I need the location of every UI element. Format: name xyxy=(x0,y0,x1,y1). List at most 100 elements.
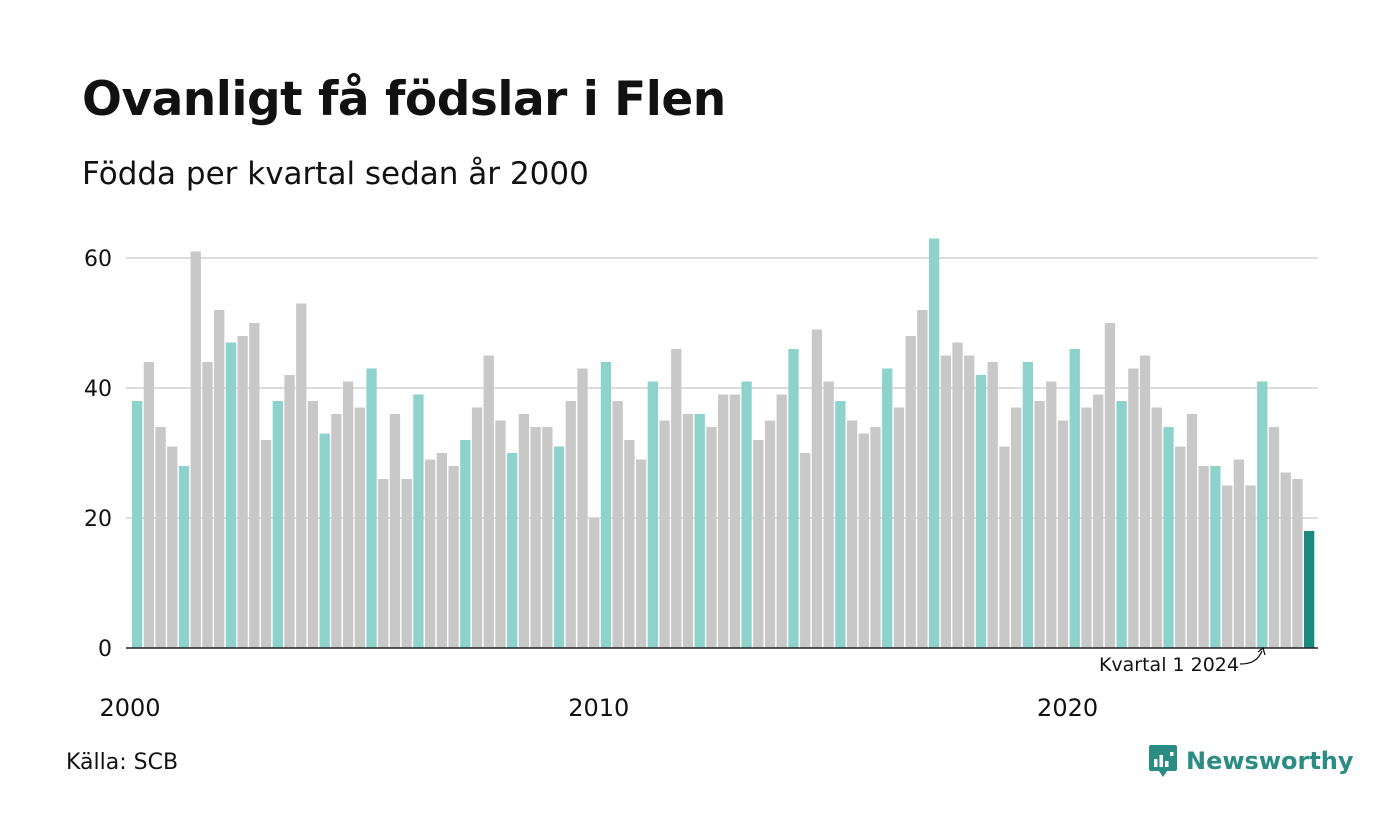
bar xyxy=(1046,381,1057,648)
bar xyxy=(178,466,190,648)
bar xyxy=(366,368,377,648)
bar xyxy=(1268,427,1280,648)
bar xyxy=(214,310,225,648)
bar xyxy=(1280,472,1291,648)
bar xyxy=(659,420,670,648)
bar xyxy=(776,394,787,648)
x-tick-label: 2010 xyxy=(568,694,629,722)
bar xyxy=(647,381,658,648)
bar xyxy=(260,440,272,648)
bar xyxy=(272,401,283,648)
bar xyxy=(823,381,834,648)
bar xyxy=(682,414,694,648)
bar xyxy=(788,349,799,648)
bar xyxy=(167,446,178,648)
bar xyxy=(1233,459,1244,648)
x-tick-label: 2020 xyxy=(1037,694,1098,722)
bar xyxy=(143,362,155,648)
bar xyxy=(319,433,330,648)
bar xyxy=(753,440,764,648)
bar xyxy=(706,427,717,648)
bar xyxy=(741,381,752,648)
bar xyxy=(905,336,916,648)
bar xyxy=(811,329,823,648)
bar xyxy=(882,368,893,648)
bar xyxy=(893,407,905,648)
bar xyxy=(764,420,776,648)
bar xyxy=(378,479,389,648)
bar xyxy=(1175,446,1186,648)
bar xyxy=(436,453,448,648)
annotation-arrow xyxy=(1239,650,1263,665)
bar xyxy=(296,303,307,648)
bar xyxy=(354,407,365,648)
bar xyxy=(1210,466,1221,648)
bar xyxy=(342,381,354,648)
bar xyxy=(1304,531,1315,648)
bar xyxy=(249,323,260,648)
bar xyxy=(835,401,846,648)
bar xyxy=(132,401,143,648)
bar xyxy=(1011,407,1022,648)
bar xyxy=(401,479,412,648)
bar xyxy=(565,401,576,648)
bar xyxy=(577,368,588,648)
bar xyxy=(612,401,623,648)
bar xyxy=(413,394,424,648)
bar xyxy=(858,433,869,648)
bar xyxy=(460,440,471,648)
bar xyxy=(507,453,518,648)
bar xyxy=(1198,466,1209,648)
bar xyxy=(425,459,436,648)
bar xyxy=(1186,414,1198,648)
bar xyxy=(155,427,166,648)
bar xyxy=(331,414,342,648)
bar xyxy=(1022,362,1034,648)
source-note: Källa: SCB xyxy=(66,750,179,775)
bar xyxy=(964,355,975,648)
chart-title: Ovanligt få födslar i Flen xyxy=(82,72,726,127)
bar xyxy=(694,414,705,648)
bar xyxy=(1245,485,1256,648)
bar xyxy=(917,310,928,648)
y-tick-label: 0 xyxy=(98,637,112,662)
bar xyxy=(530,427,541,648)
bar xyxy=(495,420,506,648)
bar xyxy=(448,466,459,648)
bar xyxy=(1163,427,1174,648)
bar xyxy=(202,362,213,648)
bar xyxy=(1221,485,1233,648)
bar xyxy=(952,342,963,648)
bar xyxy=(999,446,1010,648)
bar xyxy=(600,362,612,648)
bar xyxy=(1151,407,1162,648)
chart-subtitle: Födda per kvartal sedan år 2000 xyxy=(82,156,589,192)
y-tick-label: 40 xyxy=(84,377,112,402)
bar xyxy=(928,238,940,648)
bar xyxy=(389,414,401,648)
bar xyxy=(225,342,237,648)
bar xyxy=(987,362,998,648)
bar xyxy=(284,375,295,648)
bar xyxy=(1292,479,1303,648)
bar xyxy=(635,459,647,648)
bar xyxy=(553,446,565,648)
bar xyxy=(1093,394,1104,648)
bar xyxy=(718,394,729,648)
bar xyxy=(1257,381,1268,648)
bar xyxy=(671,349,682,648)
y-tick-label: 60 xyxy=(84,247,112,272)
annotation-arrowhead xyxy=(1257,646,1266,656)
bar xyxy=(471,407,483,648)
bar xyxy=(307,401,319,648)
bar xyxy=(870,427,881,648)
bar xyxy=(1128,368,1139,648)
bar xyxy=(1139,355,1151,648)
brand-name: Newsworthy xyxy=(1186,747,1354,775)
bar xyxy=(1057,420,1069,648)
newsworthy-logo-icon xyxy=(1149,745,1177,777)
bar xyxy=(483,355,494,648)
bar xyxy=(1116,401,1127,648)
bar xyxy=(624,440,635,648)
